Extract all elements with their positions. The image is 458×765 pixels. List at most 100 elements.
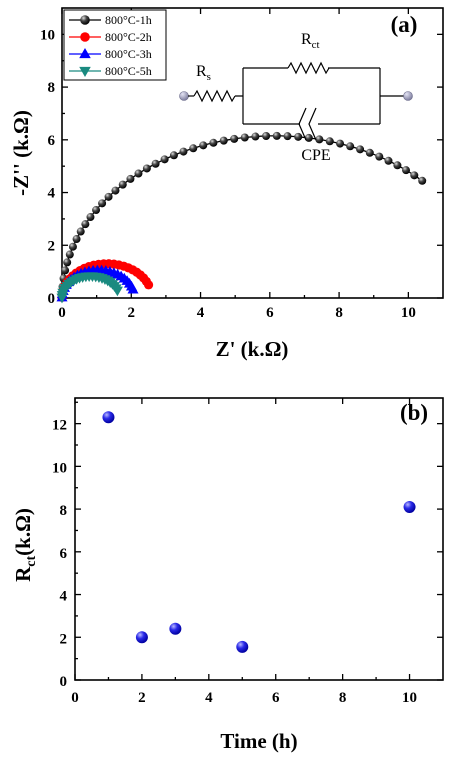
data-point [418,176,427,185]
rct-point [236,640,249,653]
data-point [86,213,95,222]
nyquist-series [56,131,427,304]
x-tick-label-b: 8 [339,690,347,706]
legend-label: 800°C-3h [105,47,152,61]
y-tick-label-a: 10 [40,27,55,43]
rct-point [102,411,115,424]
legend-items: 800°C-1h 800°C-2h 800°C-3h 800°C-5h [69,13,152,78]
data-point [142,164,151,173]
data-point [134,169,143,178]
cpe-element [298,107,317,141]
data-point [251,132,260,141]
x-tick-labels-b: 0 2 4 6 8 10 [71,690,417,706]
rct-point [403,500,416,513]
y-tick-label-a: 8 [48,80,56,96]
y-tick-labels-a: 0 2 4 6 8 10 [40,27,56,307]
y-tick-label-a: 4 [48,186,56,202]
y-tick-label-a: 2 [48,238,56,254]
data-point [61,266,70,275]
data-point [76,227,85,236]
rct-points [102,411,416,653]
data-point [98,199,107,208]
x-tick-label-b: 2 [138,690,146,706]
data-point [151,159,160,168]
x-tick-label-a: 4 [197,305,205,321]
data-point [410,171,419,180]
y-tick-label-b: 6 [60,546,68,562]
legend-a: 800°C-1h 800°C-2h 800°C-3h 800°C-5h [63,9,167,81]
data-point [127,283,139,294]
data-point [92,206,101,215]
data-point [81,220,90,229]
x-tick-label-a: 10 [401,305,416,321]
data-point [356,145,365,154]
data-point [262,132,271,141]
y-tick-label-b: 2 [60,631,68,647]
circuit-wire-mid [235,67,404,125]
data-point [126,174,135,183]
data-point [230,134,239,143]
data-point [304,133,313,142]
panel-label-a: (a) [391,12,418,37]
data-point [189,144,198,153]
data-point [169,151,178,160]
data-point [315,135,324,144]
plot-area-b [74,397,444,681]
data-point [294,132,303,141]
data-point [72,235,81,244]
y-tick-label-b: 8 [60,503,68,519]
circuit-node-right [403,91,413,101]
label-rct: Rct [301,31,320,51]
label-rs: Rs [196,63,211,83]
data-point [375,152,384,161]
circuit-node-left [179,91,189,101]
legend-marker [80,15,90,25]
rct-point [135,631,148,644]
y-tick-label-b: 12 [52,418,67,434]
data-point [346,142,355,151]
legend-label: 800°C-1h [105,13,152,27]
data-point [68,242,77,251]
label-cpe: CPE [301,147,330,164]
resistor-rs [193,89,236,103]
resistor-rct [287,61,330,75]
data-point [199,141,208,150]
data-point [283,132,292,141]
legend-label: 800°C-5h [105,64,152,78]
data-point [365,148,374,157]
x-tick-label-b: 10 [402,690,417,706]
x-axis-label-a: Z' (k.Ω) [216,337,289,361]
x-tick-label-a: 6 [266,305,274,321]
series-800°C-5h [56,272,123,304]
data-point [104,192,113,201]
data-point [160,155,169,164]
data-point [384,156,393,165]
y-tick-labels-b: 0 2 4 6 8 10 12 [52,418,68,690]
data-point [209,138,218,147]
x-tick-label-a: 0 [58,305,66,321]
plot-area-a [61,7,444,299]
y-tick-label-a: 6 [48,133,56,149]
x-tick-label-b: 6 [272,690,280,706]
x-tick-label-a: 8 [335,305,343,321]
panel-label-b: (b) [400,400,428,425]
data-point [63,258,72,267]
data-point [118,180,127,189]
data-point [219,136,228,145]
data-point [179,147,188,156]
data-point [111,286,123,297]
rct-vs-time-plot: 0 2 4 6 8 10 0 2 4 6 8 10 12 Time (h) Rct(k.Ω) (b) [11,397,444,753]
data-point [111,186,120,195]
y-tick-label-b: 0 [60,674,68,690]
fit-line [61,135,423,295]
x-tick-label-b: 0 [71,690,79,706]
legend-label: 800°C-2h [105,30,152,44]
y-tick-label-b: 4 [60,589,68,605]
data-point [393,161,402,170]
y-tick-label-b: 10 [52,460,67,476]
y-axis-label-a: -Z'' (k.Ω) [9,110,33,196]
data-point [143,280,154,290]
legend-marker [79,66,91,77]
